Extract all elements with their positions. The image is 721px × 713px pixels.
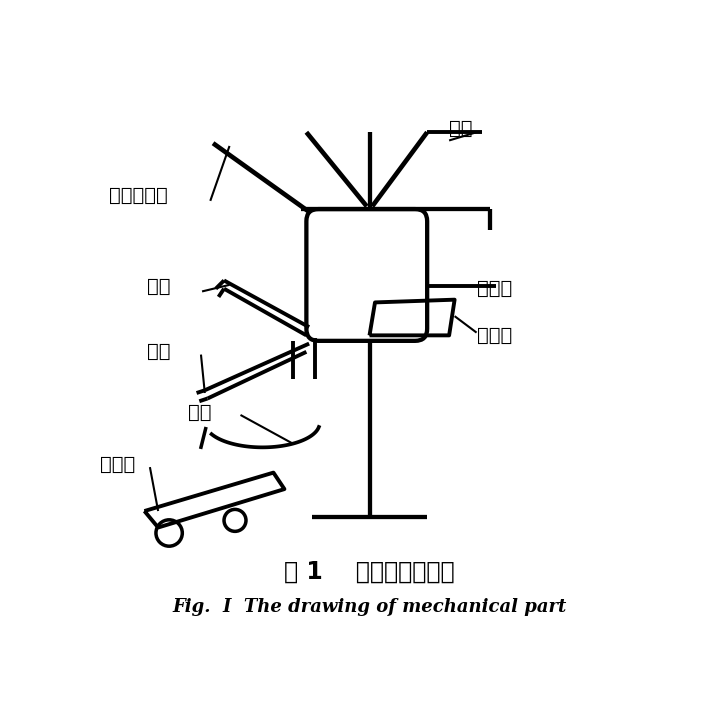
- Text: 快慢流闸门: 快慢流闸门: [109, 186, 167, 205]
- Text: 送风口: 送风口: [477, 326, 512, 345]
- Text: 料仓: 料仓: [449, 119, 473, 138]
- Text: 袋托: 袋托: [188, 403, 212, 421]
- Text: 袋夹: 袋夹: [147, 277, 171, 295]
- Text: 图 1    机械部分示意图: 图 1 机械部分示意图: [284, 560, 455, 583]
- Text: 压力罐: 压力罐: [477, 279, 512, 298]
- Text: 喷嘴: 喷嘴: [147, 342, 171, 361]
- Text: Fig.  I  The drawing of mechanical part: Fig. I The drawing of mechanical part: [172, 598, 567, 616]
- Text: 传送带: 传送带: [100, 455, 136, 474]
